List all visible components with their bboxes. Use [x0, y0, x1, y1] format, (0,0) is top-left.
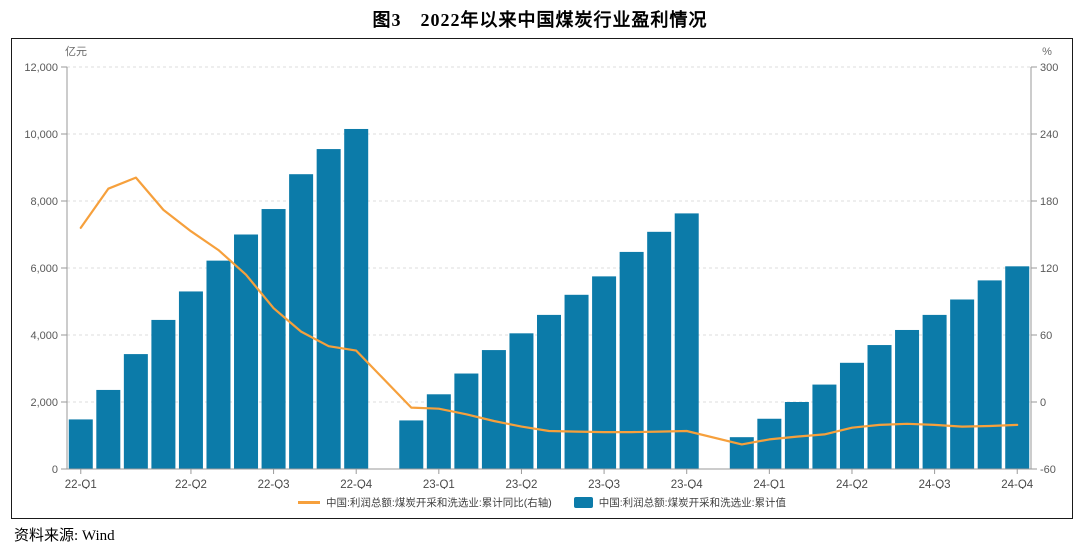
- line-series-swatch-icon: [297, 501, 320, 504]
- left-axis-tick-label: 2,000: [30, 397, 58, 409]
- bar-2022-05: [151, 319, 176, 469]
- bar-2023-11: [647, 231, 672, 469]
- bar-2022-03: [96, 389, 121, 469]
- x-axis-tick-label: 22-Q3: [258, 479, 290, 489]
- line-series-label: 中国:利润总额:煤炭开采和洗选业:累计同比(右轴): [325, 497, 552, 509]
- bar-2023-12: [674, 213, 699, 469]
- x-axis-tick-label: 24-Q3: [919, 479, 951, 489]
- x-axis-tick-label: 24-Q4: [1001, 479, 1034, 489]
- bar-2023-05: [481, 350, 506, 469]
- chart-canvas: 0 2,000 4,000 6,000 8,000 10,000 12,000 -60 0 60 1…: [24, 45, 1058, 489]
- bar-2023-08: [564, 294, 589, 469]
- bar-series-label: 中国:利润总额:煤炭开采和洗选业:累计值: [598, 497, 786, 509]
- right-axis-tick-label: 120: [1040, 263, 1058, 275]
- left-axis-unit-label: 亿元: [65, 45, 87, 58]
- bar-2024-10: [950, 299, 975, 469]
- x-axis-tick-label: 22-Q1: [65, 479, 97, 489]
- bar-2024-12: [1005, 266, 1030, 469]
- x-axis-tick-label: 23-Q4: [671, 479, 704, 489]
- x-axis-tick-label: 24-Q1: [753, 479, 785, 489]
- right-axis-tick-label: -60: [1040, 464, 1056, 476]
- bar-2023-06: [509, 333, 534, 469]
- left-axis-tick-label: 10,000: [24, 129, 58, 141]
- bar-2023-07: [537, 314, 561, 469]
- bar-2022-04: [123, 354, 148, 469]
- bar-2022-12: [344, 128, 369, 469]
- legend-item-bar: 中国:利润总额:煤炭开采和洗选业:累计值: [573, 495, 786, 510]
- right-axis-tick-label: 60: [1040, 330, 1052, 342]
- source-note: 资料来源: Wind: [14, 528, 115, 544]
- bar-2022-09: [261, 209, 286, 470]
- x-axis-tick-label: 24-Q2: [836, 479, 868, 489]
- left-axis-tick-label: 0: [52, 464, 58, 476]
- bar-2022-06: [178, 291, 203, 469]
- bar-2023-03: [426, 394, 451, 469]
- bar-2024-08: [895, 329, 920, 469]
- bar-series-swatch-icon: [573, 497, 593, 508]
- chart-frame: 0 2,000 4,000 6,000 8,000 10,000 12,000 -60 0 60 1…: [11, 38, 1073, 519]
- bar-2024-03: [757, 418, 782, 469]
- left-axis-tick-label: 8,000: [30, 196, 58, 208]
- x-axis-tick-label: 22-Q2: [175, 479, 207, 489]
- right-axis-tick-label: 240: [1040, 129, 1058, 141]
- yoy-line-series: [79, 176, 1019, 446]
- x-axis-tick-label: 23-Q1: [423, 479, 455, 489]
- right-axis-tick-label: 0: [1040, 397, 1046, 409]
- x-axis-tick-label: 23-Q2: [505, 479, 537, 489]
- bar-2024-07: [867, 345, 892, 469]
- x-axis-tick-label: 23-Q3: [588, 479, 620, 489]
- bar-2024-09: [922, 314, 947, 469]
- bar-2023-10: [619, 251, 644, 469]
- bar-2022-07: [206, 260, 231, 469]
- left-axis-tick-label: 4,000: [30, 330, 58, 342]
- bar-2023-09: [592, 276, 617, 469]
- left-axis-tick-label: 12,000: [24, 62, 58, 74]
- bar-2023-04: [454, 373, 479, 469]
- chart-legend: 中国:利润总额:煤炭开采和洗选业:累计同比(右轴) 中国:利润总额:煤炭开采和洗…: [12, 495, 1072, 510]
- bar-2022-11: [316, 149, 341, 469]
- bar-2024-05: [812, 384, 837, 469]
- left-axis-tick-label: 6,000: [30, 263, 58, 275]
- bar-2022-02: [68, 419, 93, 469]
- right-axis-tick-label: 300: [1040, 62, 1058, 74]
- bar-2022-10: [289, 174, 314, 469]
- legend-item-line: 中国:利润总额:煤炭开采和洗选业:累计同比(右轴): [297, 495, 552, 510]
- right-axis-unit-label: %: [1042, 46, 1052, 58]
- bar-2022-08: [234, 234, 259, 469]
- figure-title: 图3 2022年以来中国煤炭行业盈利情况: [372, 10, 708, 30]
- bar-2023-02: [399, 420, 424, 469]
- bar-2024-06: [839, 362, 864, 469]
- x-axis-tick-label: 22-Q4: [340, 479, 373, 489]
- right-axis-tick-label: 180: [1040, 196, 1058, 208]
- bar-2024-11: [977, 280, 1002, 469]
